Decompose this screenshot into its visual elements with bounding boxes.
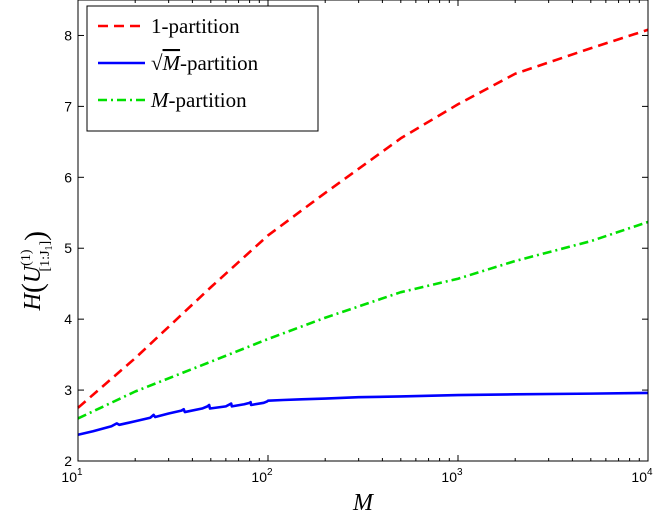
legend-label-2: √M-partition bbox=[151, 51, 259, 75]
y-tick-label: 4 bbox=[64, 311, 72, 327]
x-tick-exponent: 3 bbox=[457, 467, 463, 478]
axis-labels: MH(U(1) [1:J1]) bbox=[16, 231, 375, 516]
legend-box bbox=[86, 5, 319, 132]
y-label-superscript: (1) bbox=[19, 249, 34, 266]
y-label-func: H bbox=[20, 292, 46, 312]
legend-suffix: -partition bbox=[169, 88, 248, 112]
y-label-subscript-end: ] bbox=[38, 241, 53, 246]
y-tick-label: 6 bbox=[64, 169, 72, 185]
x-tick-exponent: 1 bbox=[77, 467, 83, 478]
y-label-open-paren: ( bbox=[16, 283, 49, 293]
y-tick-label: 8 bbox=[64, 27, 72, 43]
series-line-3 bbox=[77, 220, 649, 420]
axes-box bbox=[77, 0, 649, 462]
y-label-subsubscript: 1 bbox=[44, 245, 55, 250]
legend-var: M bbox=[162, 51, 182, 75]
x-tick-label: 104 bbox=[631, 467, 653, 485]
y-label-var: U bbox=[20, 264, 46, 283]
legend-label-3: M-partition bbox=[150, 88, 247, 112]
series-line-2 bbox=[77, 391, 649, 437]
x-tick-label: 102 bbox=[251, 467, 273, 485]
y-label-subscript: [1:J bbox=[38, 250, 53, 272]
y-tick-label: 5 bbox=[64, 240, 72, 256]
legend-var: M bbox=[150, 88, 170, 112]
legend-label-1: 1-partition bbox=[151, 14, 240, 38]
y-tick-label: 7 bbox=[64, 98, 72, 114]
series-layer bbox=[77, 28, 649, 437]
y-tick-label: 2 bbox=[64, 453, 72, 469]
legend-sqrt-sign: √ bbox=[151, 51, 163, 75]
y-label-close-paren: ) bbox=[19, 231, 52, 241]
legend-suffix: -partition bbox=[180, 51, 259, 75]
y-tick-label: 3 bbox=[64, 382, 72, 398]
x-axis-label: M bbox=[352, 490, 375, 516]
series-line-1 bbox=[77, 28, 649, 409]
x-tick-label: 103 bbox=[441, 467, 463, 485]
x-tick-exponent: 2 bbox=[267, 467, 273, 478]
x-tick-exponent: 4 bbox=[647, 467, 653, 478]
y-label-main: H(U(1) [1:J1]) bbox=[16, 231, 55, 312]
y-axis-label: H(U(1) [1:J1]) bbox=[16, 231, 55, 312]
x-tick-label: 101 bbox=[61, 467, 83, 485]
axes-layer: 101 102 103 104 2 3 4 5 6 7 8 bbox=[61, 0, 653, 485]
